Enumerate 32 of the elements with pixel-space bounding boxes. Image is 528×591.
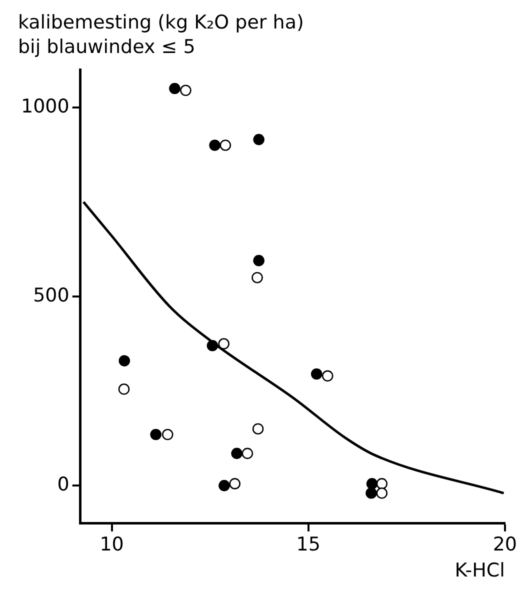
x-tick-label: 15 — [296, 534, 320, 556]
point — [253, 254, 264, 266]
x-axis-title: K-HCl — [454, 560, 505, 582]
point — [252, 272, 263, 284]
point — [150, 428, 162, 440]
point — [366, 478, 378, 490]
point — [209, 140, 220, 151]
point — [253, 134, 264, 146]
point — [162, 428, 174, 440]
point — [310, 368, 322, 380]
point — [231, 448, 242, 460]
point — [252, 423, 264, 435]
y-tick-label: 0 — [57, 474, 70, 496]
point — [206, 340, 218, 352]
point — [376, 487, 388, 499]
point — [366, 487, 377, 499]
x-tick-label: 10 — [100, 534, 124, 556]
y-tick-label: 500 — [33, 284, 70, 306]
point — [229, 478, 240, 490]
point — [322, 370, 334, 382]
point — [218, 480, 230, 492]
point — [169, 82, 180, 94]
chart-title: kalibemesting (kg K₂O per ha) — [18, 11, 304, 34]
point — [118, 384, 130, 395]
point — [180, 84, 192, 96]
y-tick-label: 1000 — [20, 95, 70, 118]
point — [220, 140, 232, 151]
point — [242, 448, 254, 460]
chart-subtitle: bij blauwindex ≤ 5 — [18, 36, 196, 58]
x-tick-label: 20 — [492, 534, 518, 556]
point — [118, 355, 130, 366]
point — [218, 338, 230, 350]
